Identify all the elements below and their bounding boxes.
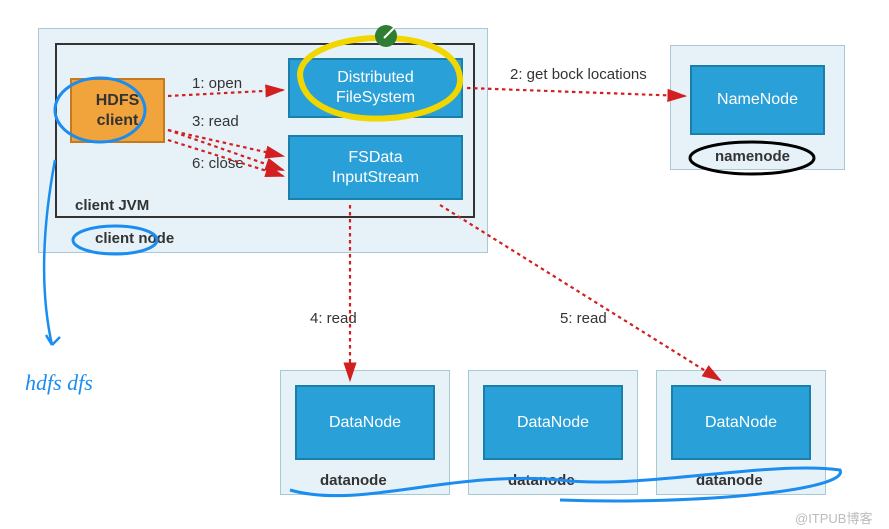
edge-2-label: 2: get bock locations [510,66,647,83]
edge-5-label: 5: read [560,310,607,327]
datanode-1: DataNode [295,385,435,460]
edge-3-label: 3: read [192,113,239,130]
datanode-panel-3-label: datanode [696,472,763,489]
datanode-3: DataNode [671,385,811,460]
fsdata-line1: FSData [348,148,402,168]
fsdata-node: FSData InputStream [288,135,463,200]
hdfs-client-line1: HDFS [96,91,140,110]
watermark-text: @ITPUB博客 [795,508,872,527]
datanode-2: DataNode [483,385,623,460]
hdfs-client-node: HDFS client [70,78,165,143]
namenode-panel-label: namenode [715,148,790,165]
datanode-2-label: DataNode [517,414,589,432]
client-node-label: client node [95,230,174,247]
datanode-panel-2-label: datanode [508,472,575,489]
dfs-line2: FileSystem [336,88,415,108]
dfs-line1: Distributed [337,68,413,88]
dfs-node: Distributed FileSystem [288,58,463,118]
datanode-1-label: DataNode [329,414,401,432]
namenode-node: NameNode [690,65,825,135]
client-jvm-label: client JVM [75,197,149,214]
datanode-3-label: DataNode [705,414,777,432]
handwritten-text: hdfs dfs [25,370,93,396]
datanode-panel-1-label: datanode [320,472,387,489]
edge-6-label: 6: close [192,155,244,172]
edge-1-label: 1: open [192,75,242,92]
hdfs-client-line2: client [97,111,139,130]
fsdata-line2: InputStream [332,168,419,188]
namenode-label: NameNode [717,91,798,109]
edge-4-label: 4: read [310,310,357,327]
